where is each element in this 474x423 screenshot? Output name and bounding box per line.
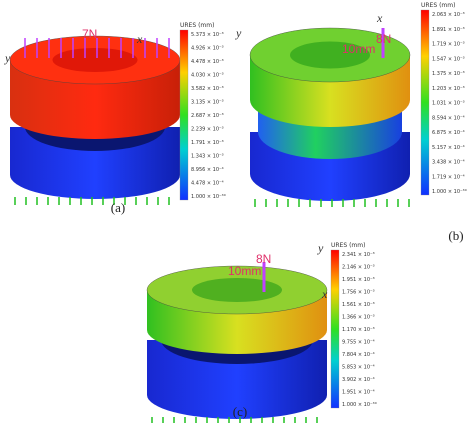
annotation: 8N: [376, 32, 391, 46]
axis-label: y: [235, 26, 242, 40]
colorbar-title: URES (mm): [180, 22, 214, 29]
colorbar-label: 1.031 × 10⁻³: [432, 101, 465, 107]
colorbar-label: 3.902 × 10⁻⁴: [342, 377, 375, 383]
annotation: 8N: [256, 252, 271, 266]
colorbar-label: 4.478 × 10⁻³: [191, 59, 224, 65]
colorbar-label: 1.203 × 10⁻³: [432, 86, 465, 92]
renders: [9, 9, 430, 423]
colorbar-label: 3.438 × 10⁻⁴: [432, 160, 465, 166]
colorbar-label: 1.561 × 10⁻³: [342, 302, 375, 308]
colorbar-label: 1.719 × 10⁻⁴: [432, 174, 465, 180]
colorbar-label: 1.951 × 10⁻⁴: [342, 390, 375, 396]
colorbar-label: 1.547 × 10⁻³: [432, 56, 465, 62]
colorbar-label: 1.000 × 10⁻³⁰: [432, 189, 467, 195]
colorbar-label: 2.341 × 10⁻³: [342, 252, 375, 258]
colorbar-label: 2.239 × 10⁻³: [191, 127, 224, 133]
colorbar-label: 2.687 × 10⁻³: [191, 113, 224, 119]
colorbar-label: 4.030 × 10⁻³: [191, 73, 224, 79]
colorbar-label: 3.582 × 10⁻³: [191, 86, 224, 92]
axis-label: y: [4, 51, 11, 65]
colorbar-label: 4.926 × 10⁻³: [191, 46, 224, 52]
colorbar-label: 1.891 × 10⁻³: [432, 27, 465, 33]
colorbar-title: URES (mm): [421, 2, 455, 9]
caption: (b): [448, 228, 463, 243]
colorbar-label: 1.000 × 10⁻³⁰: [191, 194, 226, 200]
colorbar-label: 4.478 × 10⁻⁴: [191, 181, 224, 187]
cylinder-hole: [192, 278, 282, 302]
colorbar-label: 1.951 × 10⁻³: [342, 277, 375, 283]
colorbar-label: 5.853 × 10⁻⁴: [342, 365, 375, 371]
colorbar-label: 7.804 × 10⁻⁴: [342, 352, 375, 358]
axis-label: x: [376, 11, 383, 25]
annotation: 7N: [82, 27, 97, 41]
colorbar-label: 1.366 × 10⁻³: [342, 315, 375, 321]
colorbar-label: 9.755 × 10⁻⁴: [342, 340, 375, 346]
colorbar-label: 1.170 × 10⁻³: [342, 327, 375, 333]
colorbar-label: 8.956 × 10⁻⁴: [191, 167, 224, 173]
colorbar-label: 1.375 × 10⁻³: [432, 71, 465, 77]
colorbar-label: 2.063 × 10⁻³: [432, 12, 465, 18]
annotation: 10mm: [228, 264, 261, 278]
axis-label: y: [317, 241, 324, 255]
axis-label: x: [321, 287, 328, 301]
colorbar-label: 1.756 × 10⁻³: [342, 290, 375, 296]
colorbar: [330, 249, 340, 409]
caption: (c): [233, 404, 247, 419]
colorbar-label: 1.343 × 10⁻³: [191, 154, 224, 160]
colorbar-label: 1.719 × 10⁻³: [432, 42, 465, 48]
colorbar-label: 1.000 × 10⁻³⁰: [342, 402, 377, 408]
labels: URES (mm) 5.373 × 10⁻³ 4.926 × 10⁻³ 4.478 ×…: [4, 2, 467, 419]
colorbar: [420, 9, 430, 196]
annotation: 10mm: [342, 42, 375, 56]
caption: (a): [111, 200, 125, 215]
colorbar-label: 3.135 × 10⁻³: [191, 100, 224, 106]
colorbar-label: 2.146 × 10⁻³: [342, 265, 375, 271]
cylinder-hole: [52, 48, 138, 72]
colorbar-label: 8.594 × 10⁻⁴: [432, 115, 465, 121]
axis-label: x: [136, 32, 143, 46]
colorbar-label: 6.875 × 10⁻⁴: [432, 130, 465, 136]
colorbar: [179, 29, 189, 201]
colorbar-label: 5.373 × 10⁻³: [191, 32, 224, 38]
colorbar-title: URES (mm): [331, 242, 365, 249]
colorbar-label: 1.791 × 10⁻³: [191, 140, 224, 146]
cylinder-hole: [290, 41, 370, 69]
colorbar-label: 5.157 × 10⁻⁴: [432, 145, 465, 151]
